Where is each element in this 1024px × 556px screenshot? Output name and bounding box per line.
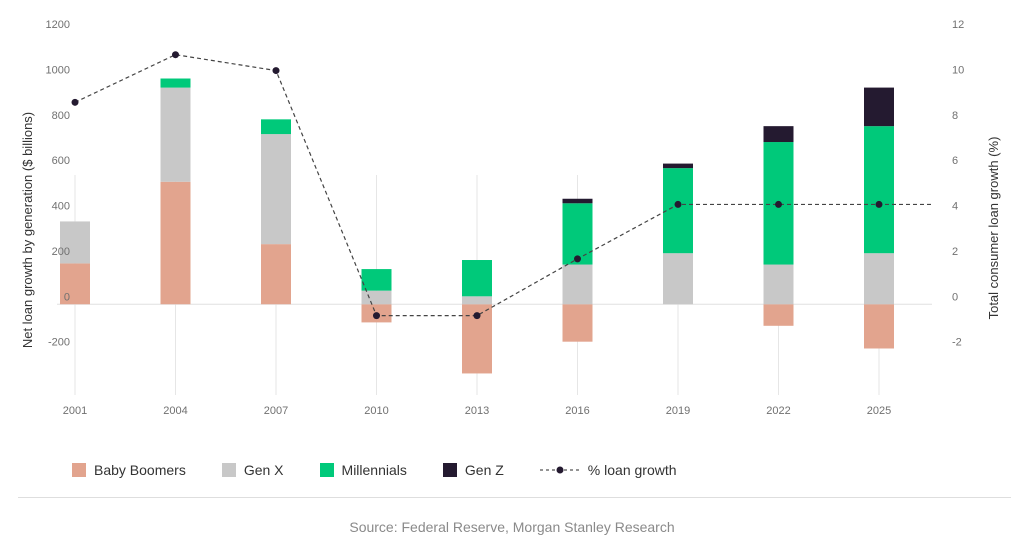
- bar-gen-x-2019: [663, 253, 693, 305]
- y2-tick-label: 4: [952, 201, 958, 213]
- y2-tick-label: 10: [952, 64, 964, 76]
- bar-gen-x-2007: [261, 134, 291, 245]
- x-tick-label: 2019: [666, 405, 690, 417]
- y2-tick-label: 8: [952, 110, 958, 122]
- y-tick-label: 1200: [46, 19, 70, 31]
- bar-baby-boomers-2001: [60, 263, 90, 305]
- bar-baby-boomers-2025: [864, 304, 894, 349]
- loan-growth-line-key: [539, 466, 580, 474]
- tick-labels: -200 0 200 400 600 800 1000 1200 -2 0 2 4 6 8 10 12 2001…: [46, 19, 965, 417]
- legend-item-baby-boomers: Baby Boomers: [72, 462, 186, 478]
- bar-baby-boomers-2022: [763, 304, 794, 326]
- y2-tick-label: 12: [952, 19, 964, 31]
- baby-boomers-swatch: [72, 463, 86, 477]
- loan-growth-point-2001: [71, 98, 79, 106]
- loan-growth-point-2010: [373, 312, 380, 320]
- bar-millennials-2010: [361, 269, 392, 291]
- y-tick-label: -200: [48, 337, 70, 349]
- footer-divider: [18, 497, 1011, 498]
- loan-growth-path: [74, 54, 932, 317]
- bar-gen-z-2016: [562, 198, 593, 204]
- legend-label-gen-z: Gen Z: [464, 462, 504, 478]
- x-tick-label: 2025: [867, 405, 891, 417]
- bar-gen-x-2013: [462, 296, 492, 305]
- y-tick-label: 800: [52, 110, 70, 122]
- y-axis-title: Net loan growth by generation ($ billion…: [20, 112, 35, 348]
- bar-baby-boomers-2007: [261, 244, 291, 305]
- y-tick-label: 200: [52, 246, 70, 258]
- loan-growth-line: [71, 51, 932, 320]
- bar-baby-boomers-2004: [160, 181, 191, 305]
- gen-x-swatch: [221, 463, 236, 477]
- x-tick-label: 2016: [565, 405, 589, 417]
- x-tick-label: 2022: [766, 405, 790, 417]
- x-tick-label: 2004: [163, 405, 187, 417]
- legend-item-millennials: Millennials: [319, 462, 407, 478]
- loan-growth-point-2013: [473, 312, 481, 320]
- loan-growth-point-2022: [775, 200, 782, 208]
- legend-item-gen-z: Gen Z: [442, 462, 504, 478]
- bar-millennials-2025: [864, 126, 894, 254]
- legend-item-loan-growth: % loan growth: [539, 462, 677, 478]
- bar-gen-z-2022: [763, 126, 794, 143]
- y2-tick-label: 2: [952, 246, 958, 258]
- x-tick-label: 2013: [465, 405, 489, 417]
- legend-label-gen-x: Gen X: [243, 462, 284, 478]
- y2-tick-label: 6: [952, 155, 958, 167]
- source-note: Source: Federal Reserve, Morgan Stanley …: [349, 519, 675, 535]
- millennials-swatch: [319, 463, 334, 477]
- bar-gen-x-2016: [562, 264, 593, 305]
- x-tick-label: 2007: [264, 405, 288, 417]
- legend-label-loan-growth: % loan growth: [587, 462, 677, 478]
- bar-millennials-2004: [160, 78, 191, 88]
- stacked-bar-line-chart: -200 0 200 400 600 800 1000 1200 -2 0 2 4 6 8 10 12 2001…: [20, 19, 1001, 417]
- y2-tick-label: -2: [952, 337, 962, 349]
- y-tick-label: 1000: [46, 64, 70, 76]
- bar-millennials-2013: [462, 260, 492, 297]
- y-tick-label: 400: [52, 201, 70, 213]
- x-tick-label: 2010: [364, 405, 388, 417]
- bars: [60, 78, 894, 374]
- bar-millennials-2016: [562, 203, 593, 265]
- gen-z-swatch: [442, 463, 457, 477]
- bar-gen-z-2025: [864, 87, 894, 127]
- legend: Baby Boomers Gen X Millennials Gen Z % l…: [72, 462, 713, 478]
- loan-growth-point-2007: [272, 67, 280, 75]
- y-tick-label: 0: [64, 291, 70, 303]
- bar-millennials-2007: [261, 119, 291, 135]
- bar-gen-x-2025: [864, 253, 894, 305]
- legend-label-baby-boomers: Baby Boomers: [94, 462, 186, 478]
- legend-item-gen-x: Gen X: [221, 462, 284, 478]
- x-tick-label: 2001: [63, 405, 87, 417]
- bar-gen-x-2010: [361, 290, 392, 305]
- y2-axis-title: Total consumer loan growth (%): [986, 137, 1001, 320]
- bar-gen-x-2022: [763, 264, 794, 305]
- y-tick-label: 600: [52, 155, 70, 167]
- bar-gen-x-2004: [160, 87, 191, 182]
- y2-tick-label: 0: [952, 291, 958, 303]
- loan-growth-point-2019: [674, 200, 682, 208]
- loan-growth-point-2016: [574, 255, 581, 263]
- loan-growth-point-2004: [172, 51, 179, 59]
- legend-label-millennials: Millennials: [341, 462, 407, 478]
- loan-growth-point-2025: [875, 200, 883, 208]
- bar-gen-x-2001: [60, 221, 90, 264]
- bar-gen-z-2019: [663, 163, 693, 169]
- bar-baby-boomers-2016: [562, 304, 593, 342]
- bar-millennials-2019: [663, 168, 693, 254]
